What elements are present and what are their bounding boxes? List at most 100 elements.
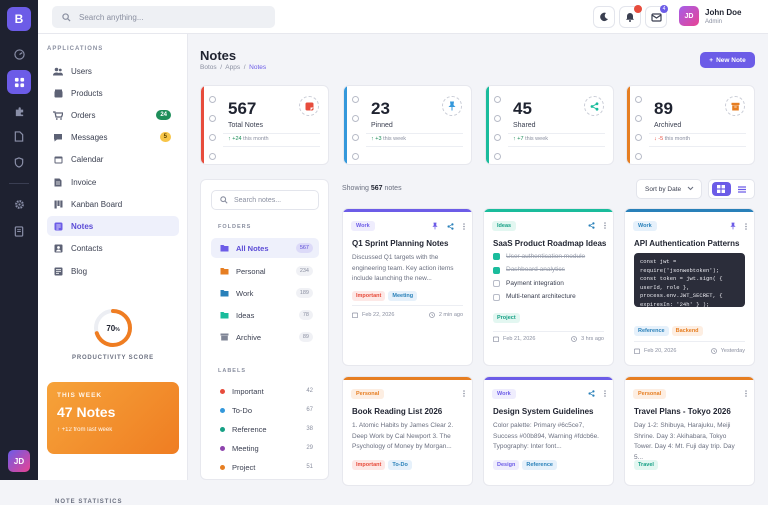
puzzle-icon[interactable]: [9, 101, 29, 121]
sidebar-item-invoice[interactable]: Invoice: [47, 172, 179, 192]
gear-icon[interactable]: [9, 194, 29, 214]
label-project[interactable]: Project 51: [211, 459, 319, 475]
note-icon: [53, 221, 63, 231]
sidebar-item-orders[interactable]: Orders 24: [47, 105, 179, 125]
checklist-item[interactable]: Multi-tenant architecture: [493, 291, 604, 305]
share-icon[interactable]: [588, 390, 595, 397]
apps-icon[interactable]: [7, 70, 31, 94]
book-icon[interactable]: [9, 221, 29, 241]
messages-button[interactable]: 4: [645, 5, 668, 28]
note-label-chip: Backend: [671, 326, 703, 336]
stat-label: Shared: [513, 122, 536, 129]
clock-icon: [710, 348, 717, 354]
folder-count: 89: [298, 332, 313, 342]
stat-trend: ↑ +7 this week: [513, 136, 549, 142]
folder-icon: [220, 290, 229, 297]
sidebar-item-calendar[interactable]: Calendar: [47, 149, 179, 169]
note-card[interactable]: Work Design System Guidelines Color pale…: [483, 376, 614, 486]
shield-icon[interactable]: [9, 152, 29, 172]
note-card[interactable]: Ideas SaaS Product Roadmap Ideas User au…: [483, 208, 614, 366]
note-card[interactable]: Work Q1 Sprint Planning Notes Discussed …: [342, 208, 473, 366]
note-label-chip: Project: [493, 313, 520, 323]
icon-rail: B JD: [0, 0, 38, 480]
checklist-item[interactable]: Payment integration: [493, 277, 604, 291]
mail-icon: [650, 12, 662, 22]
breadcrumb-apps[interactable]: Apps: [225, 64, 241, 71]
message-count-badge: 4: [660, 5, 668, 13]
share-icon[interactable]: [447, 222, 454, 230]
app-logo[interactable]: B: [7, 7, 31, 31]
notifications-button[interactable]: [619, 5, 642, 28]
card-accent: [625, 209, 754, 212]
label-meeting[interactable]: Meeting 29: [211, 440, 319, 456]
breadcrumb-home[interactable]: Botos: [200, 64, 217, 71]
note-labels: Important To-Do: [352, 460, 412, 470]
sort-select[interactable]: Sort by Date: [636, 179, 702, 199]
calendar-icon: [634, 348, 640, 354]
user-menu[interactable]: JD John Doe Admin: [679, 6, 741, 26]
note-card[interactable]: Personal Book Reading List 2026 1. Atomi…: [342, 376, 473, 486]
view-toggle: [708, 179, 755, 199]
more-vertical-icon[interactable]: [463, 222, 465, 230]
checklist-item[interactable]: User authentication module: [493, 250, 604, 264]
folder-archive[interactable]: Archive 89: [211, 327, 319, 347]
label-reference[interactable]: Reference 38: [211, 421, 319, 437]
note-time: 3 hrs ago: [581, 336, 604, 342]
more-vertical-icon[interactable]: [745, 222, 747, 230]
more-vertical-icon[interactable]: [463, 390, 465, 397]
folder-all-notes[interactable]: All Notes 567: [211, 238, 319, 258]
pin-icon[interactable]: [432, 222, 438, 230]
note-label-chip: Important: [352, 291, 386, 301]
sidebar-item-notes[interactable]: Notes: [47, 216, 179, 236]
notes-search-input[interactable]: Search notes...: [211, 190, 319, 210]
new-note-button[interactable]: + New Note: [700, 52, 755, 68]
stat-label: Total Notes: [228, 122, 264, 129]
sidebar-item-messages[interactable]: Messages 5: [47, 127, 179, 147]
note-card[interactable]: Personal Travel Plans - Tokyo 2026 Day 1…: [624, 376, 755, 486]
kanban-icon: [53, 199, 63, 209]
sidebar-item-products[interactable]: Products: [47, 83, 179, 103]
list-view-button[interactable]: [732, 182, 751, 196]
label-dot: [220, 445, 225, 451]
sidebar-item-contacts[interactable]: Contacts: [47, 238, 179, 258]
more-vertical-icon[interactable]: [604, 222, 606, 229]
user-name: John Doe: [705, 7, 742, 17]
promo-week-label: THIS WEEK: [57, 392, 103, 399]
checkbox-checked[interactable]: [493, 266, 500, 274]
more-vertical-icon[interactable]: [745, 390, 747, 397]
folder-label: Work: [236, 288, 254, 298]
checkbox[interactable]: [493, 280, 500, 288]
plus-icon: +: [709, 56, 714, 64]
share-icon[interactable]: [588, 222, 595, 229]
document-icon[interactable]: [9, 126, 29, 146]
sidebar-item-blog[interactable]: Blog: [47, 261, 179, 281]
checklist-item[interactable]: Dashboard analytics: [493, 264, 604, 278]
label-important[interactable]: Important 42: [211, 383, 319, 399]
more-vertical-icon[interactable]: [604, 390, 606, 397]
binder-rings: [635, 96, 642, 160]
grid-view-button[interactable]: [711, 182, 731, 196]
rail-avatar[interactable]: JD: [8, 450, 30, 472]
folder-personal[interactable]: Personal 234: [211, 261, 319, 281]
global-search-input[interactable]: Search anything...: [52, 6, 275, 28]
note-date: Feb 22, 2026: [362, 312, 395, 318]
grid-icon: [717, 185, 726, 193]
label-dot: [220, 388, 225, 394]
checkbox[interactable]: [493, 293, 500, 301]
label-count: 38: [306, 426, 313, 432]
note-label-chip: To-Do: [388, 460, 412, 470]
label-to-do[interactable]: To-Do 67: [211, 402, 319, 418]
new-note-label: New Note: [716, 56, 746, 64]
sidebar-item-kanban-board[interactable]: Kanban Board: [47, 194, 179, 214]
theme-toggle-button[interactable]: [593, 6, 615, 28]
dashboard-icon[interactable]: [9, 44, 29, 64]
card-accent: [625, 377, 754, 380]
card-accent: [484, 377, 613, 380]
sidebar-item-users[interactable]: Users: [47, 61, 179, 81]
folder-ideas[interactable]: Ideas 78: [211, 305, 319, 325]
folder-work[interactable]: Work 189: [211, 283, 319, 303]
checkbox-checked[interactable]: [493, 253, 500, 261]
pin-icon[interactable]: [730, 222, 736, 230]
note-card[interactable]: Work API Authentication Patterns const j…: [624, 208, 755, 366]
weekly-promo-card: THIS WEEK 47 Notes ↑ +12 from last week: [47, 382, 179, 454]
